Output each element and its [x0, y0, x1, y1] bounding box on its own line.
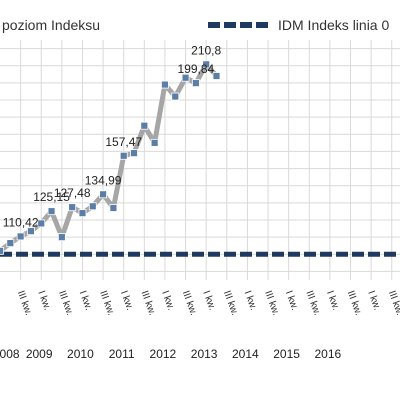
- legend-label-baseline: IDM Indeks linia 0: [278, 17, 389, 33]
- year-label: 2016: [314, 347, 341, 361]
- year-label: 2011: [109, 347, 135, 361]
- data-point: [191, 79, 200, 88]
- legend-label-index: poziom Indeksu: [2, 17, 100, 33]
- data-point: [202, 60, 211, 69]
- year-label: 2015: [273, 347, 300, 361]
- data-point: [57, 233, 66, 242]
- data-point: [119, 151, 128, 160]
- data-point: [27, 227, 35, 236]
- year-labels: 2008 2009 2010 2011 2012 2013 2014 2015 2016: [0, 347, 342, 361]
- year-label: 2014: [232, 347, 259, 361]
- data-point: [181, 73, 190, 82]
- year-label: 2010: [67, 347, 94, 361]
- data-label: 110,42: [3, 215, 39, 229]
- data-point: [109, 204, 118, 212]
- data-label: 125,15: [33, 190, 70, 204]
- year-label: 2009: [26, 347, 53, 361]
- year-label: 2008: [0, 347, 20, 361]
- index-series: [0, 60, 221, 255]
- data-point: [171, 92, 180, 101]
- data-label: 157,47: [105, 135, 142, 149]
- data-point: [150, 138, 159, 147]
- year-label: 2012: [150, 347, 177, 361]
- data-point: [99, 190, 107, 199]
- year-label: 2013: [191, 347, 218, 361]
- series-line-index: [0, 61, 219, 253]
- legend-background: [0, 0, 400, 38]
- data-point: [78, 209, 87, 218]
- data-label: 127,48: [54, 186, 91, 200]
- data-point: [37, 219, 46, 228]
- data-point: [140, 121, 149, 130]
- data-label: 134,99: [85, 173, 122, 187]
- data-label: 199,84: [178, 62, 215, 76]
- data-point: [47, 207, 56, 216]
- data-point: [130, 149, 138, 158]
- data-label: 210,8: [191, 43, 221, 57]
- legend: poziom Indeksu IDM Indeks linia 0: [0, 0, 400, 38]
- data-point: [88, 202, 97, 211]
- grid: [0, 40, 400, 280]
- data-point: [68, 203, 77, 212]
- data-point: [161, 80, 169, 89]
- data-point: [0, 246, 4, 255]
- data-point: [6, 239, 15, 248]
- data-point: [212, 72, 221, 80]
- data-point: [16, 232, 25, 241]
